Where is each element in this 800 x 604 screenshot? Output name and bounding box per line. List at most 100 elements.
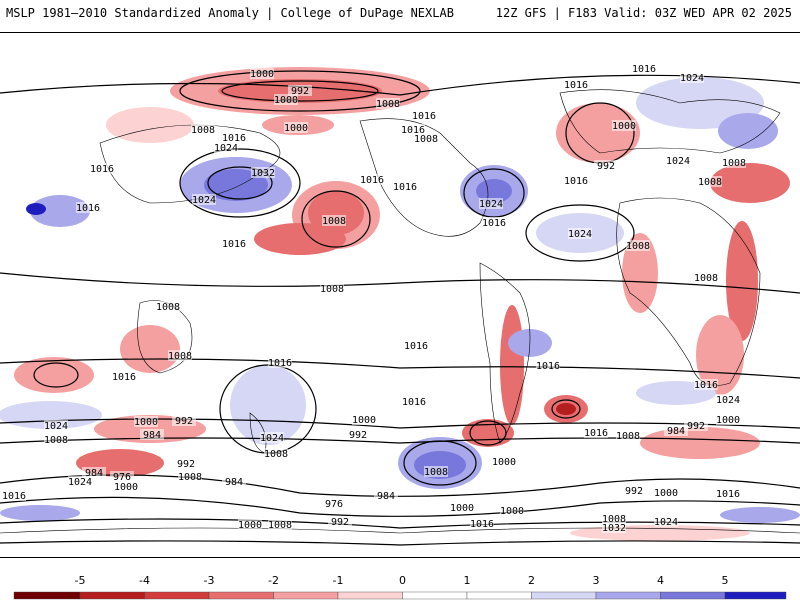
contour-label-bg [112, 371, 136, 382]
contour-label: 1008 [268, 520, 292, 531]
contour-label-bg [584, 427, 608, 438]
contour-label-bg [500, 505, 524, 516]
contour-label-bg [376, 98, 400, 109]
colorbar-swatch [660, 591, 726, 600]
contour-label: 1016 [76, 203, 100, 214]
contour-label: 1008 [424, 467, 448, 478]
colorbar-swatch [402, 591, 468, 600]
contour-label: 992 [291, 86, 309, 97]
contour-label-bg [90, 163, 114, 174]
contour-label: 1000 [114, 482, 138, 493]
contour-label: 984 [85, 468, 103, 479]
contour-label: 992 [625, 486, 643, 497]
contour-label: 1016 [112, 372, 136, 383]
contour-label: 1016 [564, 80, 588, 91]
contour-label-bg [393, 181, 417, 192]
contour-label-bg [320, 283, 344, 294]
contour-label-bg [492, 456, 516, 467]
contour-label-bg [250, 68, 274, 79]
contour-label: 1008 [168, 351, 192, 362]
contour-label-bg [564, 79, 588, 90]
contour-label-bg [238, 519, 262, 530]
contour-label: 1000 [654, 488, 678, 499]
contour-label: 1024 [716, 395, 740, 406]
contour-label-bg [694, 272, 718, 283]
contour-label: 1016 [401, 125, 425, 136]
contour-label: 1008 [694, 273, 718, 284]
contour-label: 1024 [568, 229, 592, 240]
colorbar-tick-label: -2 [268, 574, 279, 587]
contour-label: 1008 [376, 99, 400, 110]
contour-label-bg [251, 167, 275, 178]
contour-label: 1016 [536, 361, 560, 372]
contour-label-bg [412, 110, 436, 121]
contour-label: 1008 [320, 284, 344, 295]
contour-label: 1016 [470, 519, 494, 530]
colorbar-tick-label: 0 [399, 574, 406, 587]
contour-label-bg [564, 175, 588, 186]
contour-label-bg [424, 466, 448, 477]
contour-label-bg [622, 485, 646, 496]
contour-label: 1016 [716, 489, 740, 500]
contour-label: 1008 [602, 514, 626, 525]
contour-label: 976 [113, 472, 131, 483]
contour-label: 1000 [450, 503, 474, 514]
contour-label-bg [402, 396, 426, 407]
contour-label: 1016 [393, 182, 417, 193]
contour-label: 1008 [156, 302, 180, 313]
isobar-contours [0, 70, 800, 546]
contour-label: 1024 [214, 143, 238, 154]
contour-label-bg [222, 476, 246, 487]
contour-label: 1016 [564, 176, 588, 187]
contour-label: 1024 [479, 199, 503, 210]
colorbar-tick-label: -3 [204, 574, 215, 587]
contour-label: 1008 [191, 125, 215, 136]
contour-label-bg [414, 133, 438, 144]
contour-label-bg [716, 488, 740, 499]
contour-label: 1016 [404, 341, 428, 352]
contour-label: 1032 [602, 523, 626, 534]
contour-label: 1016 [482, 218, 506, 229]
colorbar-swatch [208, 591, 274, 600]
colorbar-tick-labels: -5 -4 -3 -2 -1 0 1 2 3 4 5 [75, 574, 729, 587]
contour-label-bg [594, 160, 618, 171]
contour-label-bg [288, 85, 312, 96]
contour-label: 1008 [698, 177, 722, 188]
contour-label-bg [626, 240, 650, 251]
contour-label: 1016 [2, 491, 26, 502]
contour-label: 1000 [716, 415, 740, 426]
contour-label-bg [140, 429, 164, 440]
contour-label-bg [602, 513, 626, 524]
anomaly-shading [0, 67, 800, 541]
colorbar-tick-label: -5 [75, 574, 86, 587]
contour-label-bg [654, 516, 678, 527]
contour-label-bg [268, 357, 292, 368]
contour-label-bg [76, 202, 100, 213]
contour-label-bg [168, 350, 192, 361]
contour-label: 1016 [360, 175, 384, 186]
contour-label-bg [191, 124, 215, 135]
contour-label: 1024 [680, 73, 704, 84]
contour-label: 976 [325, 499, 343, 510]
contour-label-bg [722, 157, 746, 168]
contour-label-bg [664, 425, 688, 436]
contour-label-bg [352, 414, 376, 425]
contour-label: 984 [667, 426, 685, 437]
contour-label: 992 [175, 416, 193, 427]
contour-label: 1016 [90, 164, 114, 175]
contour-label: 1024 [666, 156, 690, 167]
contour-label-bg [716, 414, 740, 425]
contour-label: 992 [331, 517, 349, 528]
contour-label: 1024 [260, 433, 284, 444]
contour-label: 1016 [222, 239, 246, 250]
colorbar-tick-label: 2 [528, 574, 535, 587]
map-title: MSLP 1981–2010 Standardized Anomaly | Co… [6, 6, 454, 20]
contour-label: 1016 [694, 380, 718, 391]
contour-label-bg [222, 132, 246, 143]
contour-label-bg [602, 522, 626, 533]
contour-label: 1016 [412, 111, 436, 122]
contour-label-bg [360, 174, 384, 185]
colorbar-tick-label: -1 [333, 574, 344, 587]
colorbar-tick-label: 4 [657, 574, 664, 587]
contour-label-bg [284, 122, 308, 133]
